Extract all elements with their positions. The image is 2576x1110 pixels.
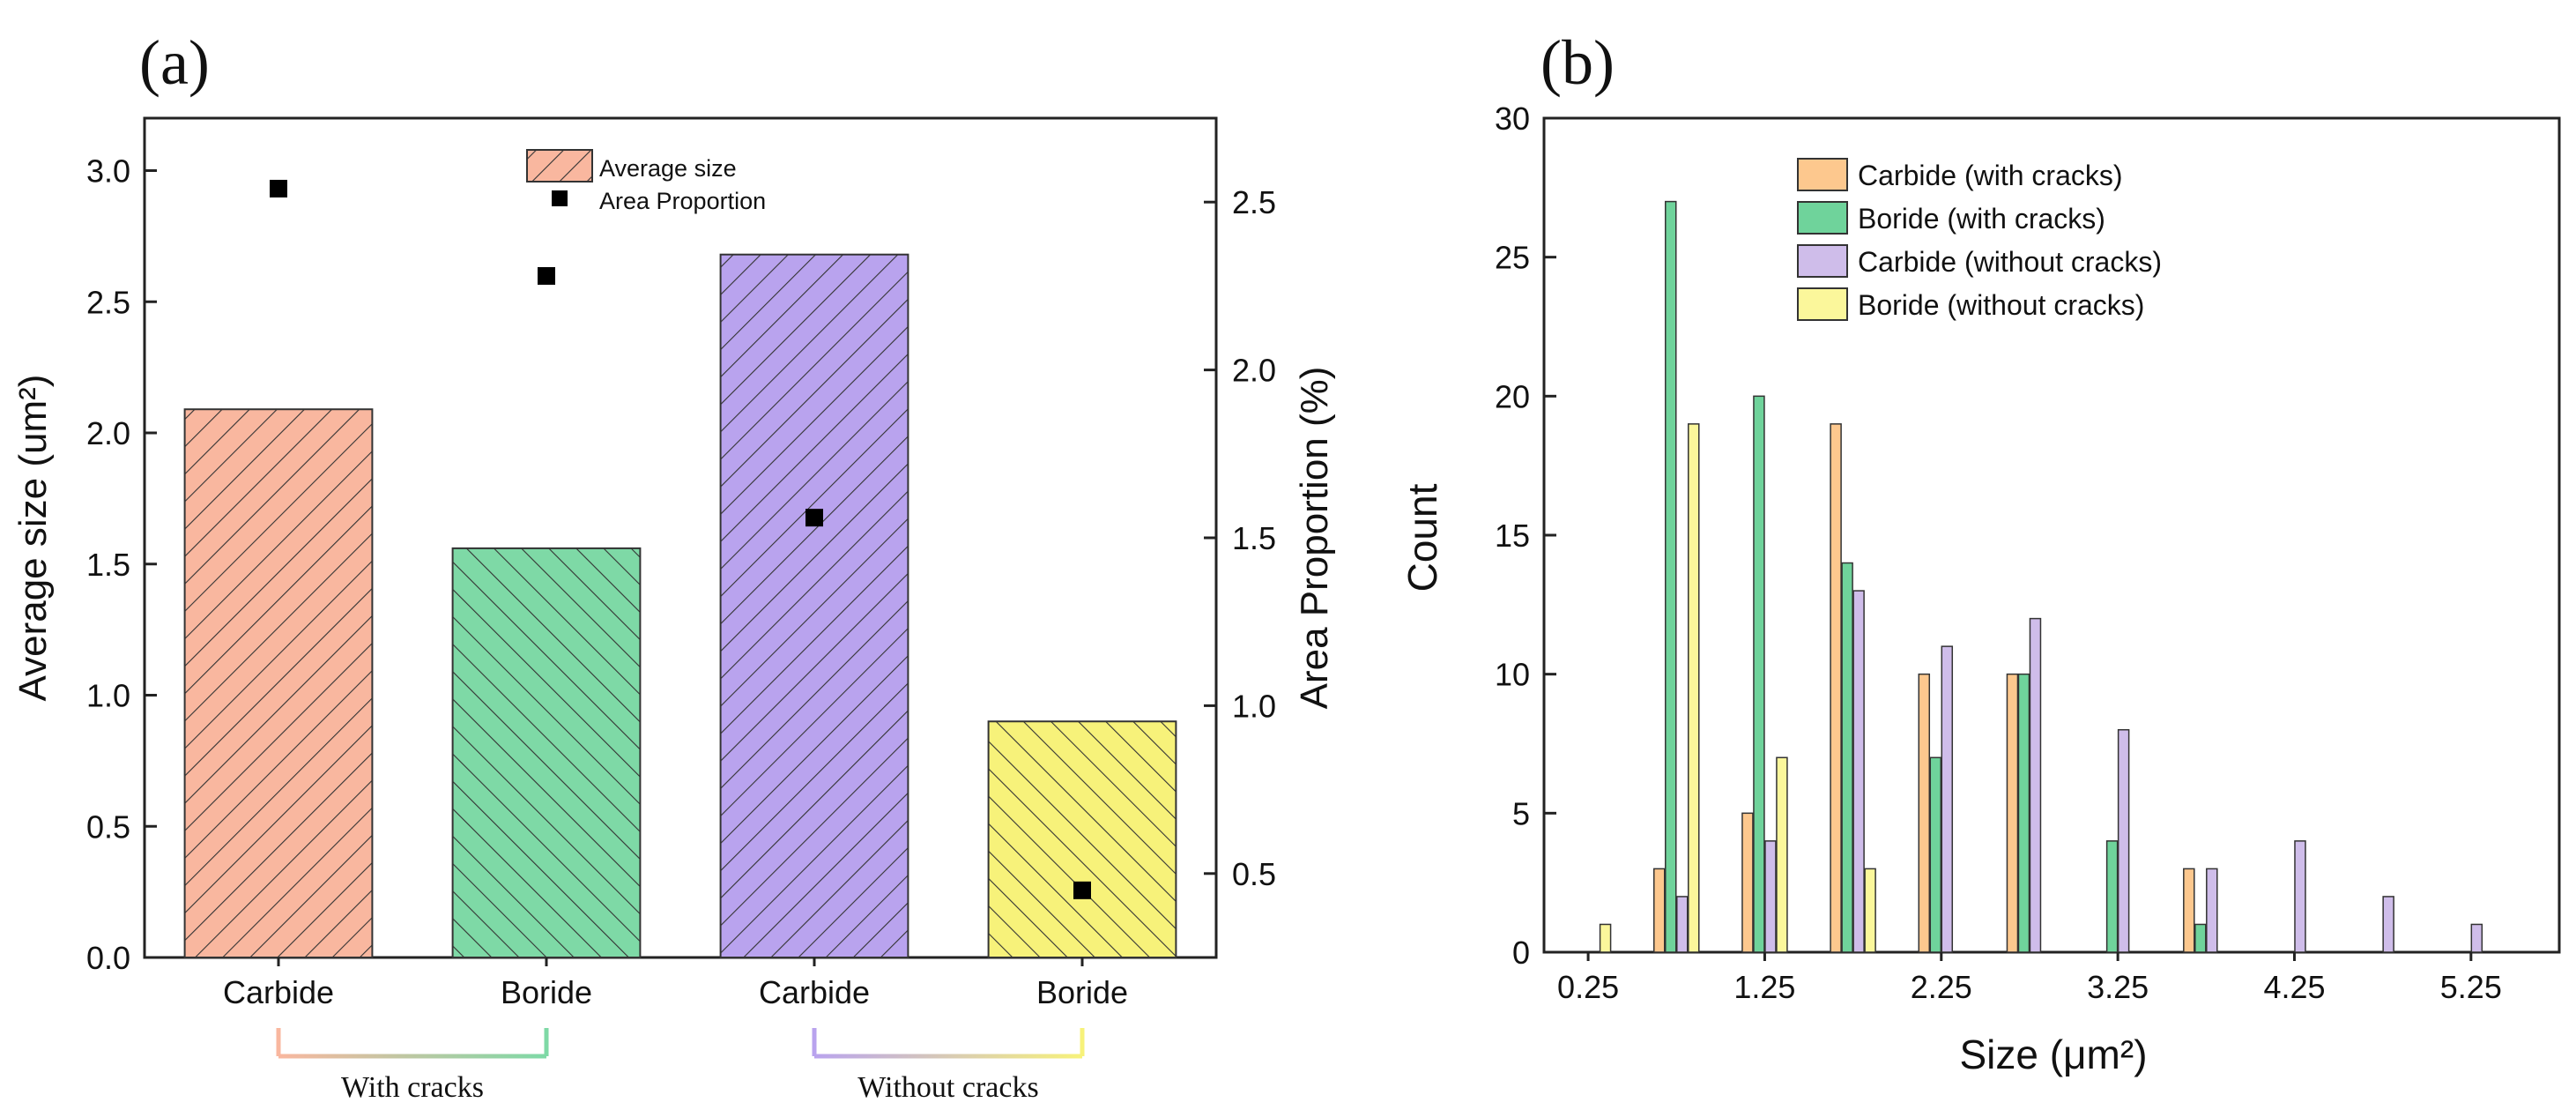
bar-carbide-with-cracks-0.75 (1653, 868, 1666, 953)
chart-b-y-axis-label: Count (1399, 483, 1445, 592)
point-area-proportion-boride-1 (538, 266, 555, 285)
bar-average-size-boride-3 (987, 720, 1177, 958)
chart-a-legend: Average size Area Proportion (526, 149, 766, 214)
x-tick-label: 5.25 (2440, 969, 2502, 1005)
y-tick-label: 15 (1495, 518, 1530, 554)
bar-average-size-boride-1 (451, 547, 642, 959)
y-tick-label: 0.5 (86, 808, 130, 845)
bar-boride-with-cracks-1.75 (1841, 562, 1853, 953)
bar-boride-with-cracks-3.25 (2105, 840, 2119, 953)
bar-carbide-without-cracks-3.75 (2206, 868, 2218, 953)
bar-boride-with-cracks-3.75 (2194, 923, 2207, 953)
y-tick-label: 30 (1495, 101, 1530, 137)
legend-label-average-size: Average size (599, 155, 737, 182)
y-tick-label: 2.5 (86, 284, 130, 320)
bar-carbide-with-cracks-2.75 (2006, 673, 2019, 953)
x-tick-label-boride: Boride (501, 974, 592, 1010)
bar-carbide-without-cracks-2.75 (2029, 617, 2042, 953)
bar-carbide-without-cracks-4.25 (2294, 840, 2306, 953)
legend-label-area-proportion: Area Proportion (599, 188, 766, 214)
legend-marker-area-proportion (552, 190, 568, 206)
group-bracket-without-cracks (814, 1054, 1082, 1059)
y-tick-label: 0.0 (86, 940, 130, 976)
bar-carbide-without-cracks-1.75 (1852, 590, 1865, 953)
y-tick-label: 10 (1495, 657, 1530, 693)
y-tick-label: 25 (1495, 240, 1530, 276)
bar-boride-without-cracks-0.25 (1599, 923, 1612, 953)
y-right-tick-label: 2.5 (1232, 184, 1276, 220)
bar-carbide-with-cracks-3.75 (2183, 868, 2195, 953)
x-tick-label-boride: Boride (1036, 974, 1128, 1010)
point-area-proportion-boride-3 (1073, 881, 1091, 899)
legend-label-carbide-without-cracks: Carbide (without cracks) (1858, 246, 2162, 278)
legend-swatch-carbide-with-cracks (1797, 158, 1848, 191)
chart-b-x-axis-label: Size (μm²) (1959, 1032, 2147, 1077)
legend-label-boride-without-cracks: Boride (without cracks) (1858, 289, 2144, 321)
bar-carbide-without-cracks-5.25 (2470, 923, 2483, 953)
x-tick-label: 1.25 (1733, 969, 1795, 1005)
bar-average-size-carbide-2 (719, 253, 909, 958)
legend-swatch-boride-with-cracks (1797, 201, 1848, 235)
bar-boride-without-cracks-0.75 (1688, 423, 1700, 953)
point-area-proportion-carbide-2 (805, 509, 823, 527)
y-right-tick-label: 0.5 (1232, 856, 1276, 892)
panel-label-b: (b) (1540, 27, 1615, 98)
x-tick-label-carbide: Carbide (223, 974, 334, 1010)
legend-swatch-average-size (526, 149, 593, 183)
y-right-tick-label: 2.0 (1232, 353, 1276, 389)
bar-carbide-without-cracks-0.75 (1676, 896, 1689, 953)
bar-boride-without-cracks-1.75 (1864, 868, 1876, 953)
chart-b-size-histogram: 0 5 10 15 20 25 30 0.25 1.25 2.25 3.25 4.25 5.25 Si… (1399, 101, 2561, 1077)
group-bracket-with-cracks (278, 1054, 546, 1059)
y-tick-label: 20 (1495, 378, 1530, 414)
point-area-proportion-carbide-0 (270, 179, 287, 197)
y-tick-label: 3.0 (86, 153, 130, 190)
y-tick-label: 1.5 (86, 547, 130, 583)
bar-boride-without-cracks-1.25 (1776, 756, 1788, 953)
bar-carbide-without-cracks-4.75 (2382, 896, 2394, 953)
bar-carbide-without-cracks-2.25 (1941, 645, 1954, 953)
x-tick-label: 2.25 (1911, 969, 1972, 1005)
x-tick-label: 3.25 (2087, 969, 2149, 1005)
bar-carbide-with-cracks-1.75 (1830, 423, 1842, 953)
y-tick-label: 0 (1512, 935, 1530, 971)
panel-label-a: (a) (139, 27, 210, 98)
bar-boride-with-cracks-0.75 (1665, 200, 1677, 953)
legend-swatch-boride-without-cracks (1797, 287, 1848, 321)
y-tick-label: 2.0 (86, 415, 130, 451)
chart-a-average-size-area-proportion: 0.0 0.5 1.0 1.5 2.0 2.5 3.0 0.5 1.0 1.5 2.0 2.5 Ca… (11, 116, 1336, 1104)
y-right-tick-label: 1.5 (1232, 520, 1276, 556)
y-right-tick-label: 1.0 (1232, 688, 1276, 724)
chart-b-legend: Carbide (with cracks) Boride (with cracks… (1797, 158, 2162, 321)
y-tick-label: 1.0 (86, 678, 130, 714)
bar-carbide-with-cracks-1.25 (1741, 812, 1754, 953)
legend-label-boride-with-cracks: Boride (with cracks) (1858, 203, 2105, 235)
group-label-with-cracks: With cracks (341, 1071, 484, 1104)
bar-boride-with-cracks-2.25 (1929, 756, 1942, 953)
legend-swatch-carbide-without-cracks (1797, 244, 1848, 278)
group-label-without-cracks: Without cracks (857, 1071, 1038, 1104)
bar-boride-with-cracks-2.75 (2017, 673, 2030, 953)
x-tick-label: 4.25 (2263, 969, 2325, 1005)
chart-a-y-axis-label: Average size (um²) (11, 375, 55, 702)
bar-carbide-without-cracks-1.25 (1764, 840, 1777, 953)
bar-boride-with-cracks-1.25 (1753, 395, 1765, 953)
chart-a-y-axis-label-right: Area Proportion (%) (1293, 367, 1336, 710)
bar-carbide-with-cracks-2.25 (1918, 673, 1931, 953)
legend-label-carbide-with-cracks: Carbide (with cracks) (1858, 160, 2123, 191)
y-tick-label: 5 (1512, 795, 1530, 831)
x-tick-label: 0.25 (1557, 969, 1619, 1005)
bar-carbide-without-cracks-3.25 (2117, 728, 2130, 953)
bar-average-size-carbide-0 (183, 408, 374, 959)
x-tick-label-carbide: Carbide (759, 974, 870, 1010)
